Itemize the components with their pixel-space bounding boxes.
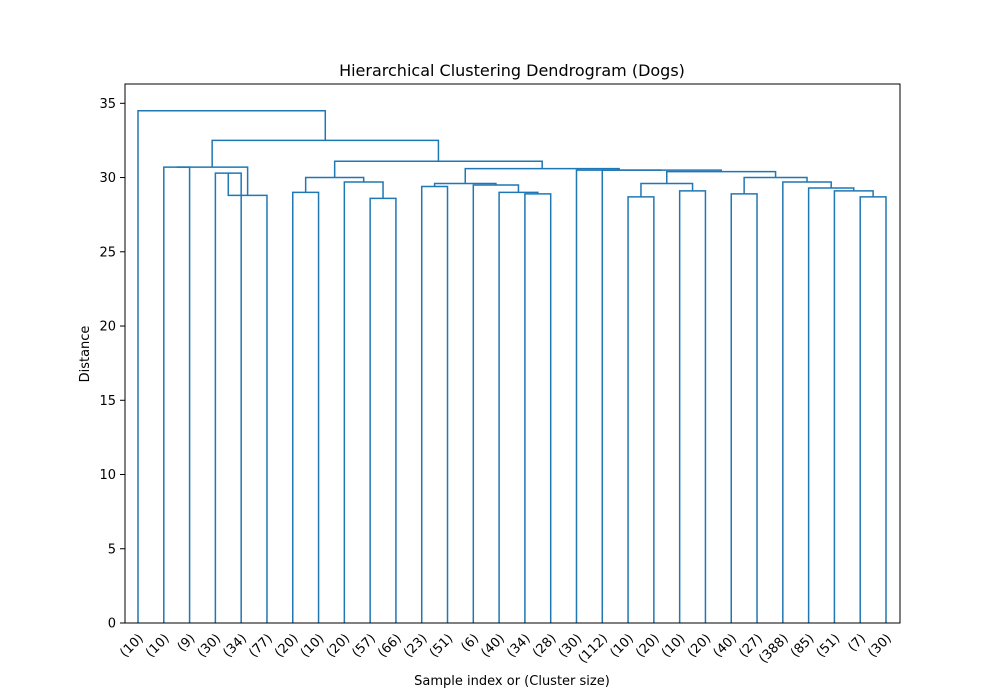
dendrogram-link xyxy=(369,197,397,623)
x-axis: (10)(10) (9)(30)(34)(77)(20)(10)(20)(57)(… xyxy=(117,631,894,666)
dendrogram-link xyxy=(678,190,707,623)
x-tick-label: (20) xyxy=(633,631,662,660)
dendrogram-link xyxy=(420,185,449,623)
dendrogram-link xyxy=(214,172,242,623)
y-tick-label: 5 xyxy=(108,542,116,557)
dendrogram-link xyxy=(601,169,722,623)
x-tick-label: (34) xyxy=(221,631,250,660)
x-tick-label: (66) xyxy=(375,631,404,660)
x-tick-label: (30) xyxy=(865,631,894,660)
y-axis-label: Distance xyxy=(78,326,93,383)
dendrogram-link xyxy=(627,196,655,623)
dendrogram-link xyxy=(227,173,268,623)
y-tick-label: 30 xyxy=(99,171,116,186)
x-tick-label: (34) xyxy=(504,631,533,660)
dendrogram-link xyxy=(807,187,855,623)
x-tick-label: (40) xyxy=(478,631,507,660)
dendrogram-link xyxy=(524,193,552,623)
plot-frame xyxy=(124,83,901,624)
x-tick-label: (51) xyxy=(427,631,456,660)
x-tick-label: (10) xyxy=(298,631,327,660)
dendrogram-link xyxy=(163,166,191,623)
x-tick-label: (77) xyxy=(246,631,275,660)
x-tick-label: (57) xyxy=(349,631,378,660)
x-tick-label: (10) xyxy=(143,631,172,660)
x-tick-label: (20) xyxy=(324,631,353,660)
x-tick-label: (40) xyxy=(711,631,740,660)
x-tick-label: (20) xyxy=(272,631,301,660)
dendrogram-link xyxy=(176,166,249,196)
dendrogram-link xyxy=(859,196,887,623)
y-tick-label: 10 xyxy=(99,468,116,483)
dendrogram-link xyxy=(743,176,808,194)
dendrogram-link xyxy=(782,181,832,623)
dendrogram-link xyxy=(433,182,497,187)
dendrogram-link xyxy=(304,176,365,193)
dendrogram-link xyxy=(498,191,539,623)
dendrogram-links xyxy=(137,109,887,623)
dendrogram-link xyxy=(472,184,520,623)
y-tick-label: 35 xyxy=(99,97,116,112)
dendrogram-link xyxy=(833,190,874,623)
x-tick-label: (85) xyxy=(788,631,817,660)
x-tick-label: (20) xyxy=(685,631,714,660)
dendrogram-link xyxy=(292,191,320,623)
x-tick-label: (388) xyxy=(756,631,791,666)
dendrogram-link xyxy=(211,139,440,168)
x-tick-label: (10) xyxy=(117,631,146,660)
dendrogram-link xyxy=(640,182,694,197)
x-tick-label: (30) xyxy=(195,631,224,660)
y-tick-label: 0 xyxy=(108,617,116,632)
x-tick-label: (10) xyxy=(607,631,636,660)
x-tick-label: (51) xyxy=(814,631,843,660)
dendrogram-link xyxy=(137,109,327,623)
y-tick-label: 15 xyxy=(99,394,116,409)
y-tick-label: 20 xyxy=(99,320,116,335)
x-tick-label: (28) xyxy=(530,631,559,660)
x-tick-label: (23) xyxy=(401,631,430,660)
x-tick-label: (10) xyxy=(659,631,688,660)
dendrogram-link xyxy=(575,169,662,623)
y-tick-label: 25 xyxy=(99,245,116,260)
chart-title: Hierarchical Clustering Dendrogram (Dogs… xyxy=(339,61,685,80)
x-tick-label: (112) xyxy=(576,631,611,666)
x-axis-label: Sample index or (Cluster size) xyxy=(414,674,610,689)
y-axis: 0 5 10 15 20 25 30 35 xyxy=(99,97,125,632)
dendrogram-link xyxy=(730,193,758,623)
dendrogram-link xyxy=(343,181,384,623)
